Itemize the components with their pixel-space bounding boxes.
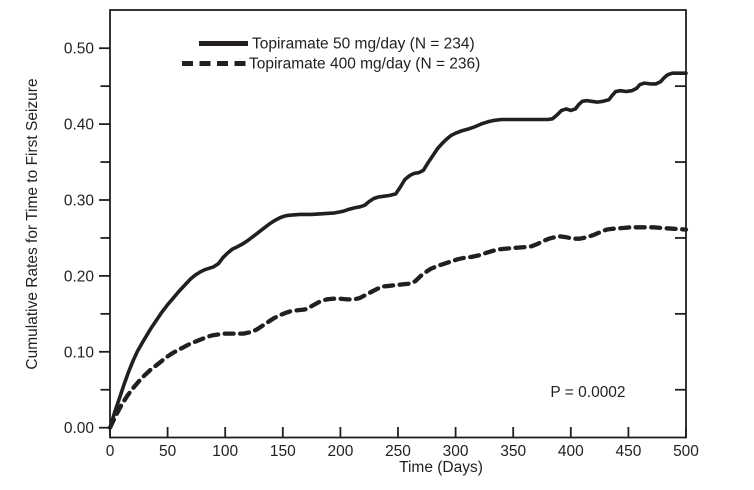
x-tick-label: 0 <box>106 443 115 460</box>
axis-ticks <box>99 47 687 438</box>
x-axis-tick-labels: 0 50 100 150 200 250 300 350 400 450 500 <box>106 443 700 460</box>
data-curves <box>107 71 689 430</box>
x-tick-label: 350 <box>500 443 526 460</box>
plot-frame <box>109 9 687 439</box>
x-tick-label: 150 <box>270 443 296 460</box>
x-axis-title: Time (Days) <box>399 459 483 476</box>
x-tick-label: 250 <box>385 443 411 460</box>
legend-label-topiramate-400: Topiramate 400 mg/day (N = 236) <box>249 56 480 73</box>
x-tick-label: 400 <box>558 443 584 460</box>
y-tick-label: 0.50 <box>64 41 95 58</box>
x-tick-label: 200 <box>327 443 353 460</box>
y-tick-label: 0.00 <box>64 420 95 437</box>
y-tick-label: 0.40 <box>64 117 95 134</box>
legend: Topiramate 50 mg/day (N = 234) Topiramat… <box>182 36 480 73</box>
y-axis-title: Cumulative Rates for Time to First Seizu… <box>24 78 41 369</box>
x-tick-label: 50 <box>159 443 177 460</box>
x-tick-label: 450 <box>615 443 641 460</box>
series-curve-solid <box>108 71 688 430</box>
y-tick-label: 0.30 <box>64 193 95 210</box>
p-value-annotation: P = 0.0002 <box>550 384 625 401</box>
x-tick-label: 300 <box>443 443 469 460</box>
series-curve-dashed <box>107 225 689 430</box>
x-tick-label: 100 <box>212 443 238 460</box>
legend-label-topiramate-50: Topiramate 50 mg/day (N = 234) <box>252 36 475 53</box>
y-tick-label: 0.20 <box>64 268 95 285</box>
y-axis-tick-labels: 0.00 0.10 0.20 0.30 0.40 0.50 <box>64 41 95 438</box>
x-tick-label: 500 <box>673 443 699 460</box>
y-tick-label: 0.10 <box>64 344 95 361</box>
